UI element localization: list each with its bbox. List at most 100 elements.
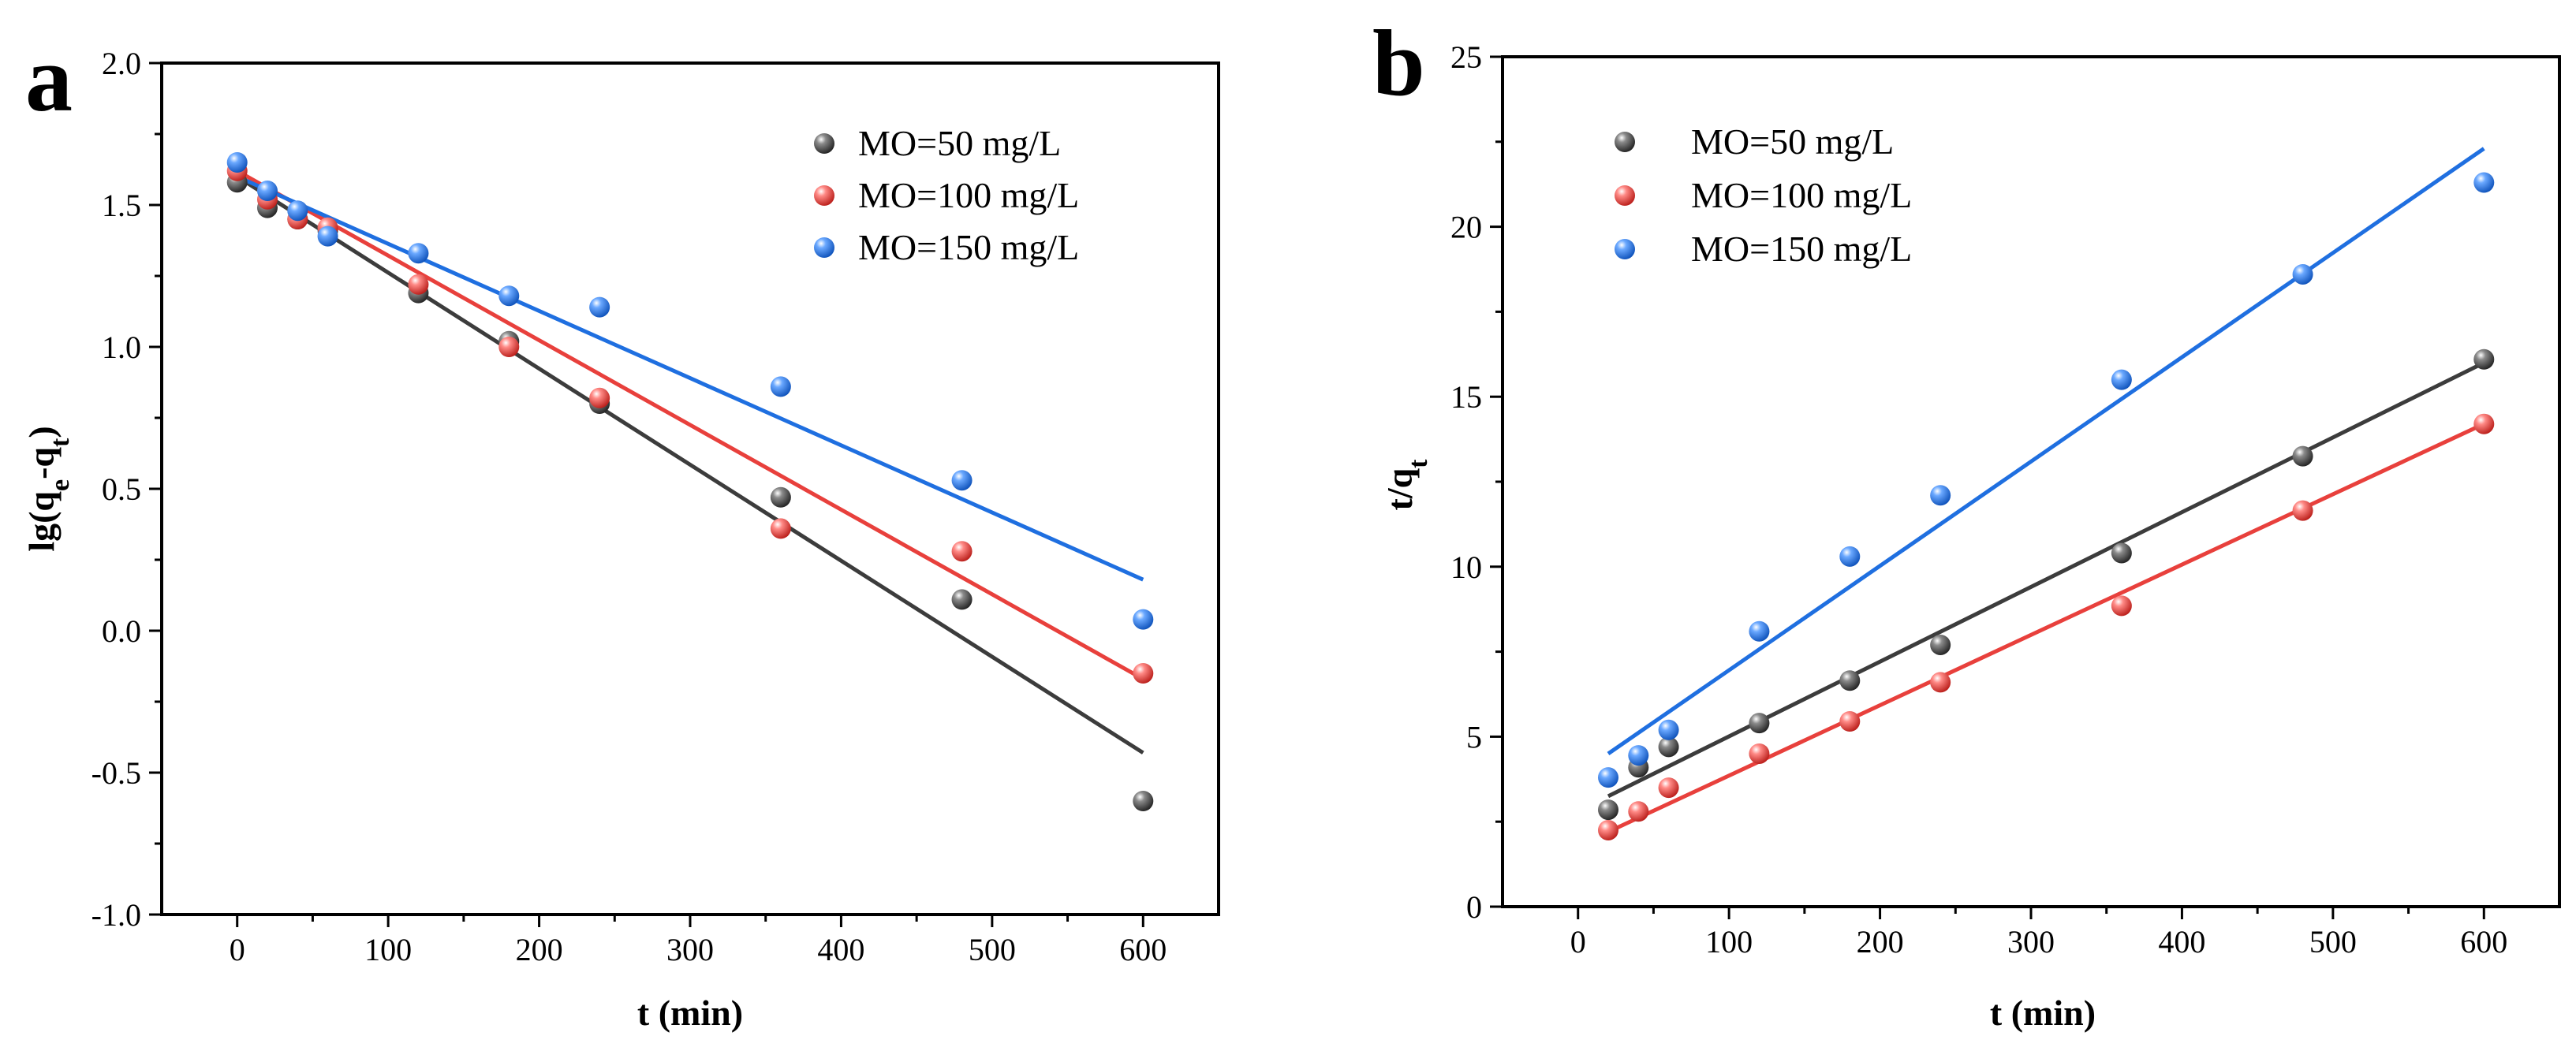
x-tick-label: 100: [364, 932, 412, 967]
data-point-series-2: [1930, 672, 1951, 693]
legend-label-series-2: MO=100 mg/L: [858, 175, 1079, 215]
y-tick-label: -1.0: [91, 897, 141, 933]
y-tick-label: 1.0: [102, 330, 141, 365]
fit-line-series-3: [1607, 147, 2485, 756]
data-point-series-3: [226, 152, 248, 173]
legend-marker-series-2: [1615, 185, 1635, 206]
data-point-series-2: [2111, 595, 2132, 617]
data-point-series-3: [2473, 172, 2495, 193]
data-point-series-3: [317, 225, 338, 247]
y-tick-label: 0.5: [102, 471, 141, 507]
legend-label-series-3: MO=150 mg/L: [858, 227, 1079, 267]
y-tick-label: -0.5: [91, 755, 141, 791]
legend-marker-series-1: [1615, 132, 1635, 152]
fit-line-series-2: [1607, 422, 2485, 834]
data-point-series-3: [1749, 620, 1770, 642]
panel-b-data-points: [1598, 172, 2495, 840]
data-point-series-2: [1658, 777, 1679, 799]
x-tick-label: 0: [230, 932, 245, 967]
data-point-series-3: [951, 470, 973, 491]
x-tick-label: 300: [2007, 924, 2055, 959]
panel-a-letter: a: [25, 26, 73, 131]
data-point-series-1: [770, 486, 791, 508]
data-point-series-1: [1749, 713, 1770, 734]
panel-a-fit-lines: [236, 169, 1144, 755]
data-point-series-3: [1839, 546, 1861, 567]
data-point-series-1: [1598, 799, 1618, 821]
y-tick-label: 10: [1450, 550, 1482, 585]
data-point-series-2: [498, 337, 520, 357]
data-point-series-2: [951, 541, 973, 562]
data-point-series-3: [257, 181, 278, 201]
data-point-series-1: [2473, 348, 2495, 370]
data-point-series-1: [1133, 791, 1154, 811]
panel-b-chart: b 0 100 200 300 400 500 600 0 5 10 15 20 25 MO=50 m…: [1372, 10, 2561, 1033]
panel-b-letter: b: [1372, 10, 1425, 115]
data-point-series-3: [589, 296, 610, 318]
panel-b-x-axis: 0 100 200 300 400 500 600: [1570, 907, 2507, 959]
x-tick-label: 400: [2158, 924, 2205, 959]
data-point-series-3: [1628, 745, 1649, 766]
x-tick-label: 600: [1119, 932, 1167, 967]
data-point-series-2: [770, 518, 791, 539]
y-tick-label: 2.0: [102, 46, 141, 81]
data-point-series-3: [2292, 263, 2313, 285]
data-point-series-2: [1598, 819, 1618, 840]
legend-label-series-1: MO=50 mg/L: [858, 123, 1061, 163]
data-point-series-3: [1598, 767, 1618, 788]
x-tick-label: 200: [516, 932, 563, 967]
panel-b-y-axis: 0 5 10 15 20 25: [1450, 39, 1503, 925]
panel-b-plot-frame: [1501, 55, 2561, 908]
data-point-series-2: [1133, 663, 1154, 684]
data-point-series-3: [1133, 609, 1154, 630]
y-tick-label: 15: [1450, 379, 1482, 415]
panel-a-x-axis: 0 100 200 300 400 500 600: [230, 915, 1167, 967]
data-point-series-2: [408, 274, 429, 295]
data-point-series-3: [2111, 369, 2132, 390]
data-point-series-3: [498, 285, 520, 307]
x-tick-label: 0: [1570, 924, 1586, 959]
fit-line-series-1: [1607, 360, 2485, 799]
legend-label-series-3: MO=150 mg/L: [1691, 229, 1912, 269]
data-point-series-2: [1628, 801, 1649, 822]
panel-b-legend: MO=50 mg/L MO=100 mg/L MO=150 mg/L: [1615, 121, 1912, 269]
panel-a-chart: a 0 100 200 300 400 500 600 -1.0 -0.5 0.0 0.5 1.0 1…: [21, 26, 1220, 1033]
fit-line-series-3: [236, 174, 1144, 582]
panel-a-y-axis: -1.0 -0.5 0.0 0.5 1.0 1.5 2.0: [91, 46, 162, 933]
y-tick-label: 5: [1466, 719, 1482, 755]
y-tick-label: 0: [1466, 889, 1482, 925]
data-point-series-1: [1839, 670, 1861, 691]
fit-line-series-2: [236, 169, 1144, 681]
y-tick-label: 20: [1450, 210, 1482, 245]
legend-label-series-2: MO=100 mg/L: [1691, 175, 1912, 215]
data-point-series-1: [951, 589, 973, 610]
data-point-series-1: [2292, 445, 2313, 467]
legend-label-series-1: MO=50 mg/L: [1691, 121, 1894, 162]
x-tick-label: 300: [666, 932, 714, 967]
x-tick-label: 400: [817, 932, 864, 967]
data-point-series-3: [408, 243, 429, 264]
data-point-series-2: [2473, 413, 2495, 434]
data-point-series-2: [2292, 500, 2313, 521]
data-point-series-1: [1658, 736, 1679, 758]
data-point-series-2: [1749, 743, 1770, 764]
panel-b-y-axis-title: t/qt: [1379, 459, 1433, 511]
y-tick-label: 25: [1450, 39, 1482, 75]
x-tick-label: 500: [2309, 924, 2357, 959]
panel-a-x-axis-title: t (min): [637, 993, 743, 1033]
data-point-series-1: [2111, 542, 2132, 564]
data-point-series-2: [589, 387, 610, 408]
legend-marker-series-3: [1615, 239, 1635, 259]
legend-marker-series-2: [814, 185, 834, 206]
fit-line-series-1: [236, 174, 1144, 755]
data-point-series-3: [770, 376, 791, 397]
x-tick-label: 200: [1857, 924, 1904, 959]
y-tick-label: 1.5: [102, 188, 141, 223]
legend-marker-series-3: [814, 237, 834, 258]
x-tick-label: 500: [969, 932, 1016, 967]
y-tick-label: 0.0: [102, 613, 141, 649]
panel-a-y-axis-title: lg(qe-qt): [21, 426, 75, 551]
data-point-series-3: [1930, 485, 1951, 506]
data-point-series-1: [1930, 634, 1951, 655]
